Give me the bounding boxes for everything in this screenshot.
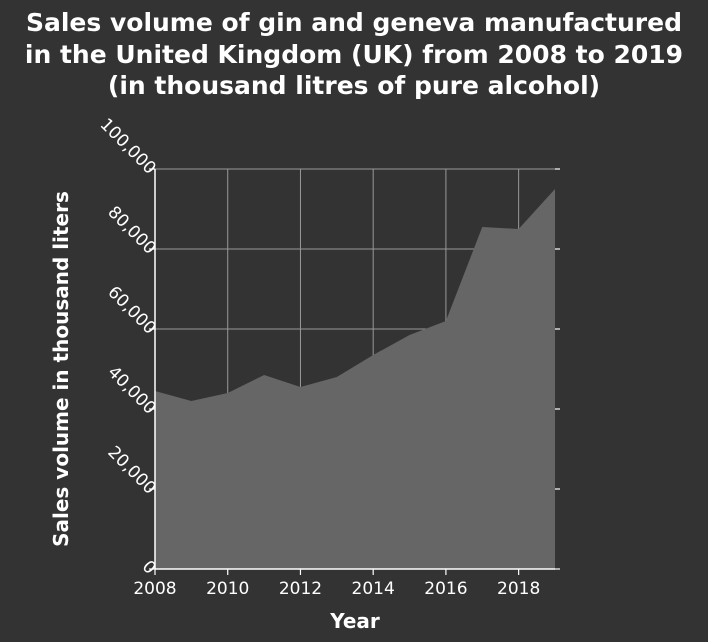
x-axis-label: Year [329, 609, 380, 633]
chart-title-line-1: Sales volume of gin and geneva manufactu… [26, 8, 682, 37]
x-tick-label: 2008 [133, 579, 176, 599]
x-tick-label: 2010 [206, 579, 249, 599]
series-area [155, 189, 555, 569]
axes [149, 168, 560, 575]
y-tick-label: 60,000 [103, 282, 159, 338]
x-tick-label: 2018 [497, 579, 540, 599]
y-tick-label: 100,000 [96, 115, 160, 179]
x-tick-label: 2012 [279, 579, 322, 599]
chart-title-line-2: in the United Kingdom (UK) from 2008 to … [25, 40, 683, 69]
y-axis-label: Sales volume in thousand liters [49, 191, 73, 547]
chart-title-line-3: (in thousand litres of pure alcohol) [108, 71, 600, 100]
y-tick-label: 0 [138, 557, 160, 579]
y-tick-label: 80,000 [103, 202, 159, 258]
y-tick-label: 20,000 [103, 442, 159, 498]
y-tick-label: 40,000 [103, 362, 159, 418]
x-tick-label: 2016 [424, 579, 467, 599]
x-tick-label: 2014 [352, 579, 395, 599]
chart-title: Sales volume of gin and geneva manufactu… [25, 8, 683, 100]
